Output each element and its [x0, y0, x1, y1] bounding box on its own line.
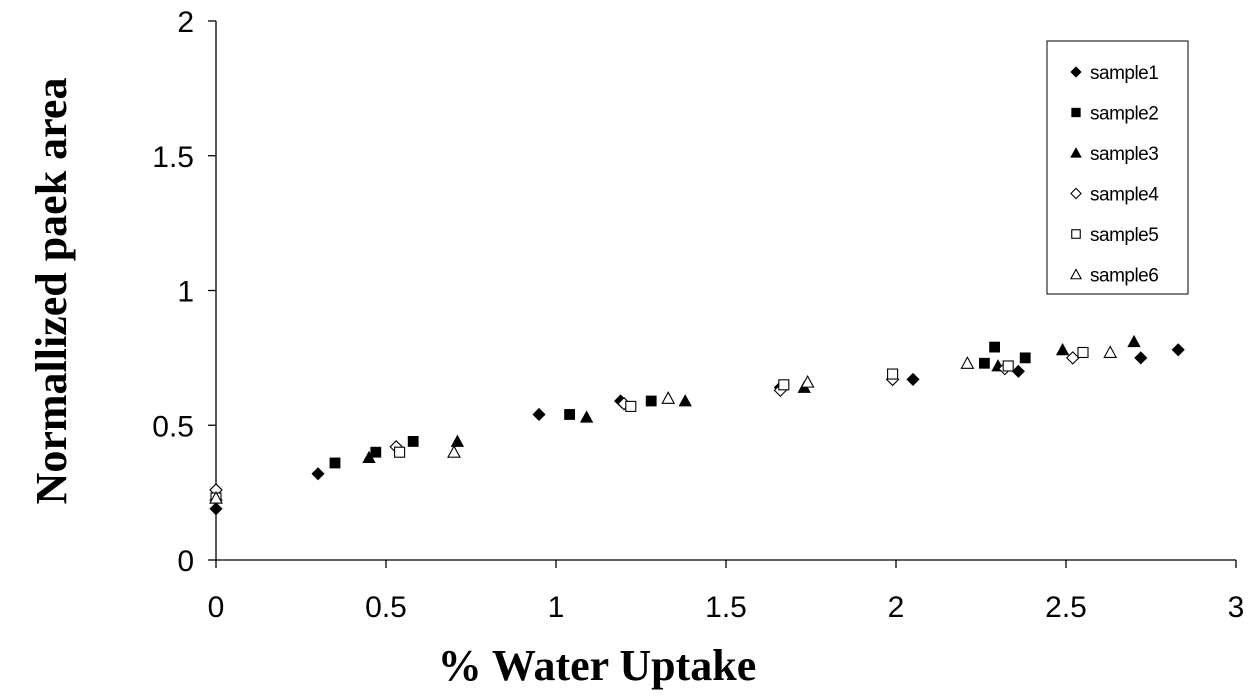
- data-point: [532, 407, 546, 422]
- data-point: [1011, 364, 1025, 378]
- series-sample6: [209, 345, 1118, 504]
- data-point: [1055, 342, 1070, 356]
- tick-labels: 0 0.5 1 1.5 2 0 0.5 1 1.5 2 2.5 3: [152, 6, 1244, 624]
- legend-item: sample5: [1071, 225, 1159, 246]
- legend-label: sample4: [1090, 185, 1159, 206]
- legend-marker: [1071, 229, 1081, 239]
- legend-item: sample4: [1070, 185, 1160, 206]
- data-point: [1103, 345, 1118, 359]
- series-sample1: [209, 343, 1185, 516]
- data-point: [1171, 343, 1185, 357]
- data-point: [362, 450, 376, 463]
- y-tick-label: 0.5: [152, 410, 194, 443]
- legend-item: sample6: [1069, 266, 1159, 287]
- legend-item: sample2: [1071, 104, 1159, 125]
- data-point: [209, 490, 223, 504]
- legend-item: sample3: [1070, 144, 1159, 165]
- legend-item: sample1: [1070, 63, 1159, 84]
- data-point: [800, 374, 815, 388]
- legend-label: sample2: [1090, 104, 1158, 125]
- series-sample2: [210, 341, 1031, 504]
- legend: sample1 sample2 sample3 sample4 sample5 sampl…: [1046, 40, 1189, 295]
- legend-marker: [1069, 268, 1083, 280]
- y-tick-label: 2: [177, 6, 194, 39]
- data-point: [329, 457, 341, 469]
- data-point: [394, 446, 406, 458]
- x-axis-title: % Water Uptake: [438, 641, 757, 690]
- y-tick-label: 1.5: [152, 141, 194, 174]
- x-tick-label: 0.5: [365, 591, 407, 624]
- data-point: [370, 446, 382, 458]
- legend-marker: [1070, 66, 1082, 78]
- x-tick-label: 1: [548, 591, 565, 624]
- data-point: [979, 357, 990, 369]
- data-point: [906, 372, 920, 387]
- legend-label: sample3: [1090, 144, 1158, 165]
- series-sample3: [209, 334, 1141, 501]
- data-point: [1134, 351, 1148, 365]
- data-point: [678, 394, 692, 407]
- legend-label: sample5: [1090, 225, 1158, 246]
- x-tick-label: 3: [1228, 591, 1245, 624]
- x-tick-label: 2: [888, 591, 905, 624]
- x-tick-label: 1.5: [705, 591, 747, 624]
- series-sample4: [209, 351, 1080, 497]
- y-tick-label: 1: [177, 276, 194, 309]
- x-tick-label: 2.5: [1045, 591, 1087, 624]
- y-tick-label: 0: [177, 545, 194, 578]
- data-point: [625, 400, 637, 412]
- data-point: [1077, 346, 1089, 359]
- data-point: [209, 502, 223, 516]
- data-point: [960, 356, 975, 369]
- data-point: [447, 445, 461, 458]
- data-point: [450, 434, 465, 447]
- legend-label: sample1: [1090, 63, 1158, 84]
- legend-label: sample6: [1090, 266, 1158, 287]
- data-point: [564, 409, 575, 420]
- data-point: [778, 379, 790, 391]
- data-point: [989, 341, 1000, 353]
- data-points: [209, 334, 1185, 516]
- data-point: [1019, 352, 1031, 364]
- data-point: [1127, 334, 1141, 348]
- legend-marker: [1070, 187, 1082, 200]
- legend-box: [1046, 40, 1189, 295]
- data-point: [311, 467, 325, 481]
- data-point: [1066, 351, 1080, 365]
- data-point: [661, 391, 676, 404]
- data-point: [645, 395, 657, 407]
- legend-marker: [1071, 107, 1081, 118]
- series-sample5: [210, 346, 1089, 504]
- legend-marker: [1070, 147, 1082, 158]
- data-point: [1002, 360, 1014, 372]
- data-point: [407, 436, 419, 447]
- y-axis-title: Normallized paek area: [27, 78, 76, 505]
- data-point: [579, 410, 594, 423]
- data-point: [887, 368, 899, 380]
- x-tick-label: 0: [208, 591, 225, 624]
- axes: [208, 20, 1237, 568]
